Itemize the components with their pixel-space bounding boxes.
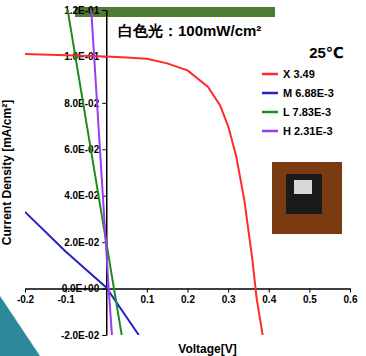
plot-area [25, 10, 263, 335]
legend: X 3.49 M 6.88E-3 L 7.83E-3 H 2.31E-3 [262, 68, 334, 137]
series-line [25, 54, 263, 335]
photo-frame [272, 162, 342, 234]
x-axis-title: Voltage[V] [178, 342, 236, 356]
x-tick: 0.3 [222, 289, 236, 305]
legend-swatch [262, 73, 278, 76]
x-tick-label: 0.3 [222, 294, 236, 305]
series-line [91, 10, 112, 335]
series-line [25, 212, 139, 335]
x-tick-label: -0.2 [17, 294, 35, 305]
x-tick-label: 0.6 [344, 294, 358, 305]
y-tick: 0.0E+00 [62, 283, 107, 294]
legend-label: X 3.49 [283, 68, 315, 80]
photo-cell [286, 174, 322, 214]
annotation: 白色光：100mW/cm² [118, 22, 261, 39]
y-tick-mark [102, 103, 106, 104]
x-tick-label: -0.1 [58, 294, 76, 305]
x-tick-mark [25, 289, 26, 293]
legend-item: H 2.31E-3 [262, 125, 333, 137]
legend-label: L 7.83E-3 [283, 106, 331, 118]
y-tick: 2.0E-02 [64, 237, 106, 248]
x-tick: -0.2 [17, 289, 35, 305]
legend-swatch [262, 92, 278, 95]
y-tick-mark [102, 10, 106, 11]
legend-label: H 2.31E-3 [283, 125, 333, 137]
y-tick-label: 2.0E-02 [64, 237, 99, 248]
legend-label: M 6.88E-3 [283, 87, 334, 99]
chart: -0.2 -0.1 0.1 0.2 0.3 0.4 0.5 0.6 -2.0E-02 0.0E+0… [0, 0, 366, 356]
header-bar [75, 7, 275, 17]
x-tick-mark [309, 289, 310, 293]
y-tick-label: 6.0E-02 [64, 144, 99, 155]
y-tick-label: 0.0E+00 [62, 283, 100, 294]
y-tick-mark [102, 149, 106, 150]
x-tick: 0.2 [181, 289, 195, 305]
x-tick-mark [147, 289, 148, 293]
y-tick-mark [102, 289, 106, 290]
photo-label [294, 180, 312, 194]
x-tick: 0.5 [303, 289, 317, 305]
legend-item: X 3.49 [262, 68, 315, 80]
x-tick: 0.1 [140, 289, 154, 305]
x-tick-mark [228, 289, 229, 293]
x-tick-label: 0.5 [303, 294, 317, 305]
legend-item: M 6.88E-3 [262, 87, 334, 99]
y-tick-label: 1.2E-01 [64, 5, 99, 16]
x-tick-mark [188, 289, 189, 293]
x-tick-mark [350, 289, 351, 293]
x-tick-label: 0.2 [181, 294, 195, 305]
annotation: 25℃ [309, 44, 344, 61]
y-tick-label: -2.0E-02 [61, 330, 100, 341]
y-tick: 1.2E-01 [64, 5, 106, 16]
corner-decoration [0, 296, 40, 356]
y-tick: 8.0E-02 [64, 98, 106, 109]
x-tick-mark [269, 289, 270, 293]
x-tick: 0.6 [344, 289, 358, 305]
legend-swatch [262, 130, 278, 133]
y-tick-label: 4.0E-02 [64, 190, 99, 201]
series-line [68, 10, 122, 335]
photo-inset [272, 162, 342, 234]
x-tick-label: 0.4 [262, 294, 276, 305]
y-tick: -2.0E-02 [61, 330, 106, 341]
y-tick-mark [102, 335, 106, 336]
x-tick: 0.4 [262, 289, 276, 305]
y-axis-title: Current Density [mA/cm²] [0, 100, 14, 245]
x-tick-label: 0.1 [140, 294, 154, 305]
legend-item: L 7.83E-3 [262, 106, 331, 118]
legend-swatch [262, 111, 278, 114]
